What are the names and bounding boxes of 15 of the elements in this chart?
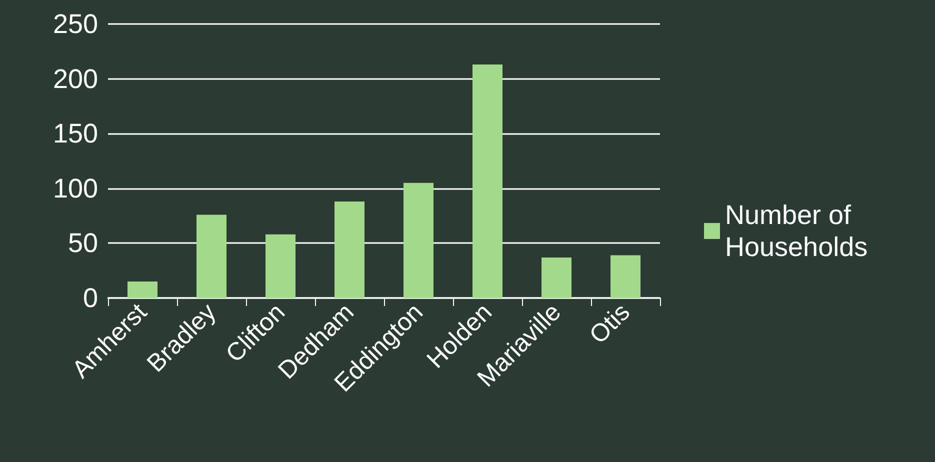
bar bbox=[334, 202, 364, 298]
bar bbox=[472, 64, 502, 298]
bar bbox=[542, 257, 572, 298]
y-tick-label: 200 bbox=[52, 64, 98, 94]
bar bbox=[404, 182, 434, 298]
legend-label: Number of Households bbox=[725, 200, 868, 262]
y-tick-label: 50 bbox=[68, 228, 98, 258]
y-tick-label: 100 bbox=[52, 173, 98, 204]
bar bbox=[610, 255, 640, 298]
bar bbox=[266, 234, 296, 298]
x-tick-label: Otis bbox=[584, 298, 636, 350]
bar bbox=[128, 282, 158, 298]
y-tick-label: 150 bbox=[52, 118, 98, 149]
bar bbox=[196, 214, 226, 298]
y-tick-label: 250 bbox=[52, 9, 98, 39]
